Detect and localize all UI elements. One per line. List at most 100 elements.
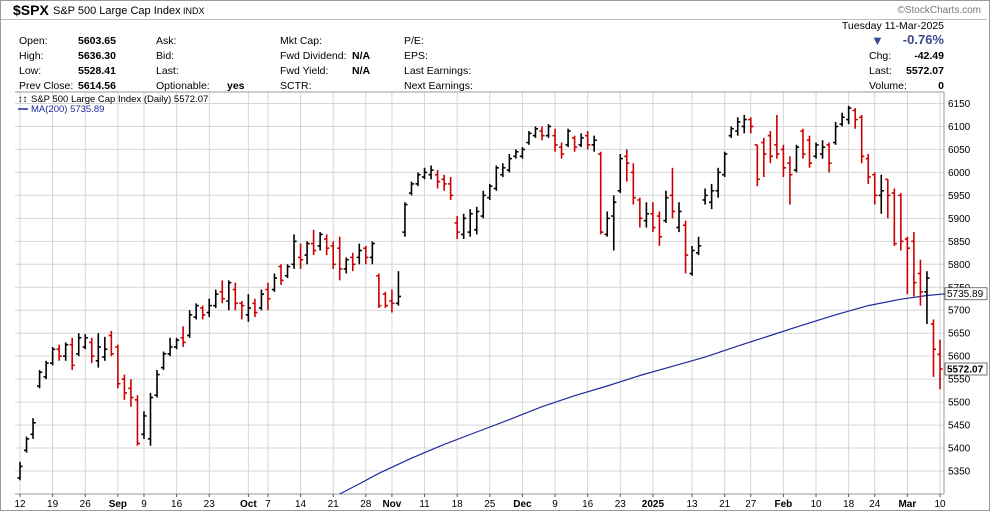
x-tick-label: 16 — [171, 499, 183, 510]
security-name: S&P 500 Large Cap Index — [53, 5, 181, 17]
x-tick-label: 27 — [745, 499, 757, 510]
ohlc-bar — [284, 264, 291, 279]
ohlc-bar — [441, 174, 447, 191]
ohlc-bar — [128, 379, 134, 407]
ohlc-bar — [82, 334, 88, 350]
x-tick-label: 9 — [141, 499, 147, 510]
ohlc-bar — [611, 195, 617, 251]
x-tick-label: 2025 — [642, 499, 665, 510]
legend-ma: MA(200) 5735.89 — [31, 104, 104, 115]
ohlc-bar — [728, 126, 734, 138]
ohlc-bar — [780, 144, 787, 177]
x-tick-label: Dec — [513, 499, 532, 510]
ohlc-bar — [800, 128, 806, 159]
ohlc-bar — [317, 232, 323, 251]
ohlc-bar — [324, 234, 330, 256]
ohlc-bar — [839, 112, 845, 127]
y-tick-label: 5700 — [948, 306, 971, 317]
ohlc-bar — [167, 337, 173, 357]
ohlc-bar — [219, 280, 225, 304]
ticker-symbol: $SPX — [13, 2, 49, 18]
ohlc-bar — [89, 337, 95, 364]
y-tick-label: 5650 — [948, 329, 971, 340]
ma-last-label-box — [944, 287, 988, 301]
fwd-dividend-value: N/A — [352, 50, 371, 62]
y-tick-label: 5450 — [948, 421, 971, 432]
ohlc-bar — [539, 126, 545, 141]
ohlc-bar — [213, 289, 219, 308]
x-axis: 12 19 26 Sep 9 16 23 Oct 7 14 21 28 Nov 11 18 25 Dec 9 16 2… — [14, 494, 946, 510]
ma200-line — [339, 293, 947, 495]
x-tick-label: Oct — [240, 499, 257, 510]
eps-label: EPS: — [404, 50, 428, 62]
ohlc-bar — [761, 137, 767, 177]
stockcharts-logo: ©StockCharts.com — [897, 5, 981, 16]
y-tick-label: 5500 — [948, 398, 971, 409]
ohlc-bar — [891, 188, 897, 246]
ohlc-bar — [291, 234, 297, 269]
ohlc-bar — [650, 202, 656, 233]
ohlc-bar — [741, 114, 747, 134]
ohlc-bar — [369, 241, 375, 265]
ohlc-bar — [767, 131, 773, 164]
x-tick-label: Mar — [898, 499, 916, 510]
last-label: Last: — [869, 65, 892, 77]
down-arrow-icon: ▼ — [871, 33, 884, 48]
ohlc-bar — [578, 133, 584, 148]
ohlc-bar — [278, 264, 284, 285]
ohlc-bar — [121, 374, 127, 400]
price-last-label: 5572.07 — [947, 365, 984, 376]
ohlc-bar — [226, 280, 232, 311]
ohlc-bar — [630, 163, 636, 205]
open-label: Open: — [19, 35, 48, 47]
ohlc-bar — [154, 369, 160, 398]
ohlc-bar — [421, 167, 428, 180]
chart-grid — [15, 92, 944, 494]
optionable-label: Optionable: — [156, 80, 210, 92]
x-tick-label: 10 — [810, 499, 822, 510]
x-tick-label: 12 — [14, 499, 26, 510]
ohlc-bar — [754, 144, 760, 187]
ohlc-bar — [17, 461, 23, 481]
ohlc-bar — [846, 105, 852, 125]
ohlc-bar — [506, 154, 512, 173]
low-label: Low: — [19, 65, 42, 77]
ohlc-bar — [545, 124, 552, 138]
ohlc-bar — [500, 163, 506, 177]
ohlc-bar — [180, 326, 186, 347]
ohlc-bar — [930, 319, 937, 377]
ohlc-bar — [30, 418, 36, 439]
ohlc-bar — [591, 135, 597, 152]
ohlc-bar — [722, 151, 728, 177]
ohlc-bar — [147, 392, 154, 446]
ma200-series — [339, 293, 947, 495]
ohlc-bar — [709, 183, 715, 210]
ohlc-bar — [141, 411, 147, 439]
ohlc-bar — [865, 154, 871, 184]
ohlc-bar — [337, 236, 343, 281]
ohlc-bar — [617, 154, 623, 194]
ohlc-bar — [898, 193, 904, 251]
prev-close-label: Prev Close: — [19, 80, 74, 92]
ohlc-bar — [532, 126, 539, 138]
ohlc-bar — [878, 174, 884, 214]
fwd-dividend-label: Fwd Dividend: — [280, 50, 347, 62]
ohlc-bar — [872, 172, 878, 205]
x-tick-label: 19 — [47, 499, 59, 510]
ohlc-bar — [108, 330, 114, 357]
pe-label: P/E: — [404, 35, 424, 47]
high-label: High: — [19, 50, 44, 62]
x-tick-label: 21 — [328, 499, 340, 510]
legend-ohlc-icon: ↕↕ — [18, 94, 28, 105]
ohlc-bar — [258, 289, 265, 311]
ohlc-bar — [76, 333, 82, 357]
ohlc-bar — [689, 245, 695, 276]
y-tick-label: 5550 — [948, 375, 971, 386]
x-tick-label: 9 — [552, 499, 558, 510]
exchange-code: INDX — [183, 6, 205, 16]
ohlc-bar — [200, 305, 206, 320]
ohlc-bar — [937, 339, 943, 390]
ohlc-bar — [304, 241, 310, 265]
bid-label: Bid: — [156, 50, 175, 62]
